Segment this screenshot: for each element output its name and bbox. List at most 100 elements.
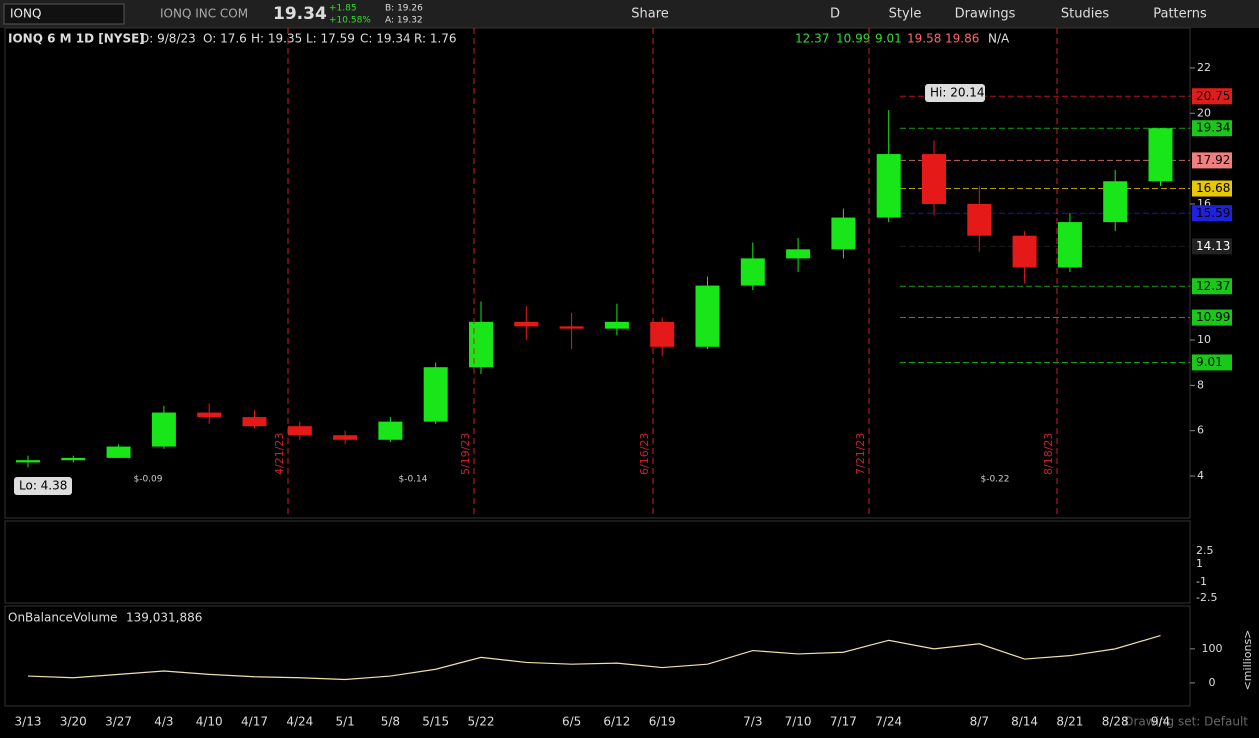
header-high: H: 19.35 — [251, 32, 302, 46]
x-tick-label: 8/28 — [1102, 715, 1129, 729]
price-bubble-label: 14.13 — [1196, 239, 1230, 253]
dividend: $-0.09 — [133, 475, 162, 485]
candle-body — [559, 326, 584, 329]
candle-body — [16, 460, 40, 463]
price-bubble — [1192, 120, 1232, 137]
event-date: 5/19/23 — [459, 433, 472, 475]
obv-name: OnBalanceVolume — [8, 611, 118, 625]
x-tick-label: 3/20 — [60, 715, 87, 729]
event-date: 6/16/23 — [638, 433, 651, 475]
squeeze-tick: -1 — [1196, 575, 1207, 588]
price-bubble-label: 16.68 — [1196, 181, 1230, 195]
price-bubble-label: 15.59 — [1196, 206, 1230, 220]
x-tick-label: 6/19 — [649, 715, 676, 729]
x-tick-label: 3/13 — [15, 715, 42, 729]
price-bubble — [1192, 278, 1232, 295]
x-tick-label: 7/3 — [743, 715, 762, 729]
x-tick-label: 8/14 — [1011, 715, 1038, 729]
y-tick-label: 10 — [1197, 333, 1211, 346]
candle-body — [242, 417, 267, 427]
candle-body — [151, 412, 176, 447]
y-tick-label: 4 — [1197, 469, 1204, 482]
x-tick-label: 4/17 — [241, 715, 268, 729]
x-tick-label: 7/17 — [830, 715, 857, 729]
candle-body — [695, 285, 720, 347]
squeeze-tick: 1 — [1196, 557, 1203, 570]
header-level: 9.01 — [875, 32, 902, 46]
candle-body — [333, 435, 358, 440]
event-date: 8/18/23 — [1042, 433, 1055, 475]
toolbar-button[interactable]: Share — [631, 7, 669, 22]
candle-body — [831, 217, 856, 250]
x-tick-label: 4/3 — [154, 715, 173, 729]
x-tick-label: 3/27 — [105, 715, 132, 729]
price-bubble-label: 20.75 — [1196, 89, 1230, 103]
candle-body — [514, 321, 539, 327]
price-bubble-label: 9.01 — [1196, 355, 1223, 369]
header-open: O: 17.6 — [203, 32, 247, 46]
x-tick-label: 7/10 — [785, 715, 812, 729]
change: +1.85 — [329, 4, 357, 14]
squeeze-tick: -2.5 — [1196, 591, 1217, 604]
toolbar-button[interactable]: Studies — [1061, 7, 1109, 22]
candle-body — [1057, 222, 1082, 268]
candle-body — [287, 426, 312, 436]
lo-label: Lo: 4.38 — [19, 479, 67, 493]
x-tick-label: 8/7 — [970, 715, 989, 729]
price-bubble — [1192, 180, 1232, 197]
last: 19.34 — [273, 4, 327, 24]
change-pct: +10.58% — [329, 16, 371, 26]
candle-body — [650, 321, 675, 347]
obv-tick-label: 100 — [1202, 642, 1223, 655]
candle-body — [786, 249, 811, 259]
ask: A: 19.32 — [385, 16, 423, 26]
event-date: 7/21/23 — [854, 433, 867, 475]
y-tick-label: 6 — [1197, 424, 1204, 437]
price-bubble-label: 12.37 — [1196, 279, 1230, 293]
x-tick-label: 9/4 — [1151, 715, 1170, 729]
x-tick-label: 4/24 — [286, 715, 313, 729]
candle-body — [922, 154, 946, 204]
obv-line — [27, 635, 1161, 681]
dividend: $-0.14 — [398, 475, 427, 485]
lo-box — [14, 477, 72, 495]
symbol: IONQ — [10, 7, 41, 21]
header-low: L: 17.59 — [306, 32, 355, 46]
price-panel — [4, 27, 1191, 519]
event-date: 4/21/23 — [273, 433, 286, 475]
candle-body — [604, 321, 629, 329]
toolbar-button[interactable]: D — [830, 7, 840, 22]
price-bubble — [1192, 238, 1232, 255]
price-bubble — [1192, 205, 1232, 222]
toolbar — [0, 0, 1259, 28]
price-bubble — [1192, 354, 1232, 371]
squeeze-tick: 2.5 — [1196, 544, 1214, 557]
hi-box — [925, 84, 985, 102]
candle-body — [61, 457, 86, 461]
candle-body — [197, 412, 222, 418]
candle-body — [1103, 181, 1128, 223]
header-level: 12.37 — [795, 32, 829, 46]
company: IONQ INC COM — [160, 7, 248, 21]
toolbar-button[interactable]: Style — [889, 7, 922, 22]
price-bubble-label: 10.99 — [1196, 310, 1230, 324]
chart-title: IONQ 6 M 1D [NYSE] — [8, 32, 145, 46]
header-close: C: 19.34 — [360, 32, 411, 46]
candle-body — [106, 446, 131, 458]
candle-body — [423, 367, 448, 422]
toolbar-button[interactable]: Drawings — [955, 7, 1016, 22]
x-tick-label: 4/10 — [196, 715, 223, 729]
candle-body — [469, 321, 493, 368]
candle-body — [378, 421, 403, 440]
x-tick-label: 5/8 — [381, 715, 400, 729]
toolbar-button[interactable]: Patterns — [1153, 7, 1207, 22]
x-tick-label: 5/22 — [468, 715, 495, 729]
symbol-box[interactable] — [3, 3, 125, 25]
candle-body — [1012, 235, 1037, 268]
squeeze-panel — [4, 520, 1191, 604]
price-bubble — [1192, 309, 1232, 326]
obv-unit: <millions> — [1241, 630, 1254, 691]
bid: B: 19.26 — [385, 4, 423, 14]
